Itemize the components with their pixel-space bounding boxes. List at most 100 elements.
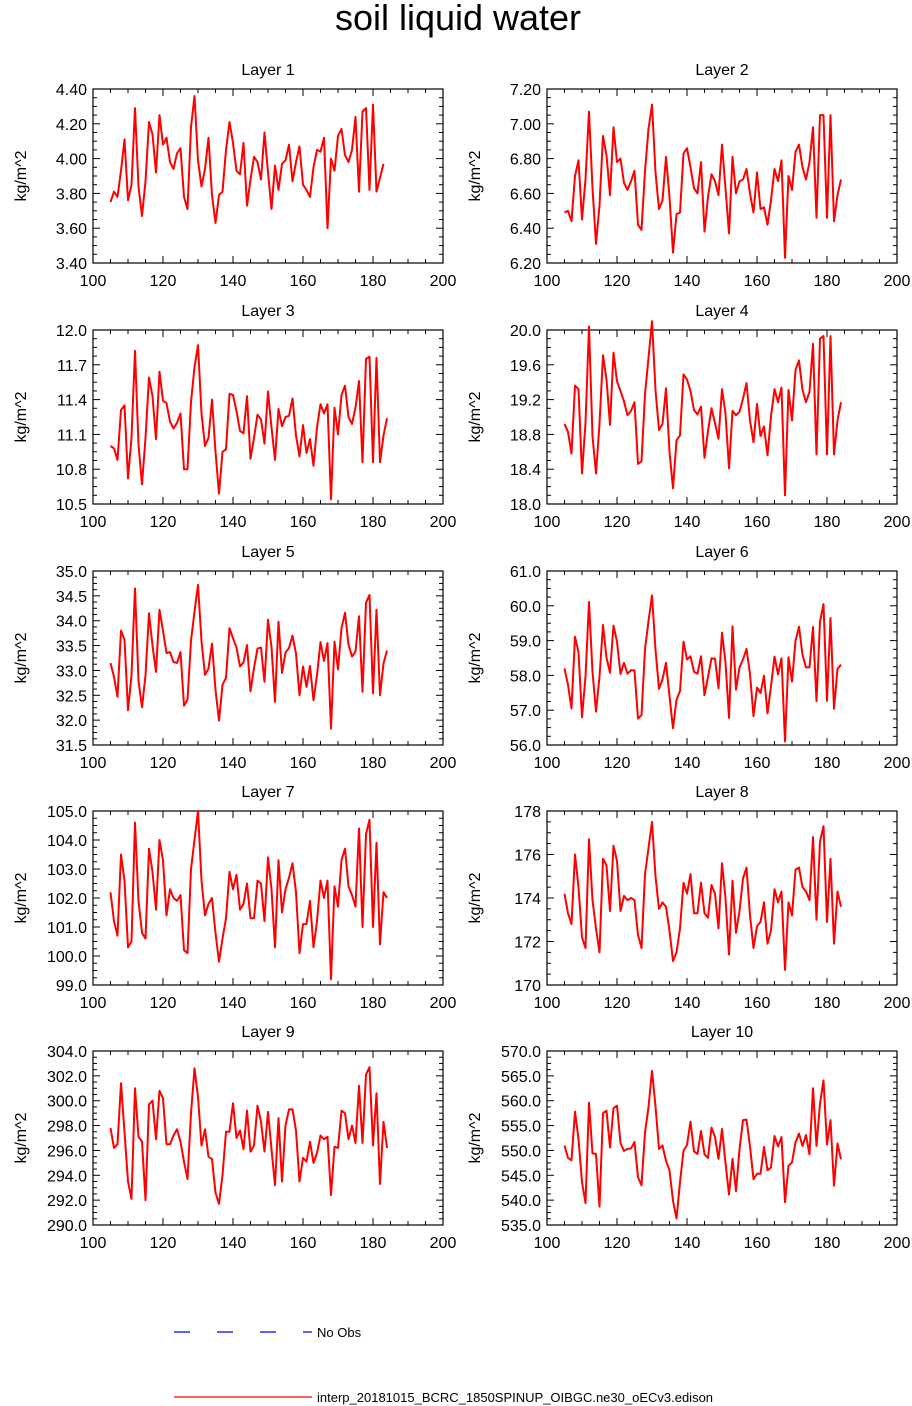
- x-tick-label: 200: [430, 755, 457, 772]
- panel-3: Layer 3 kg/m^2 100 120 140 160 180 200 10.5 10.8 1…: [13, 303, 456, 531]
- x-tick-label: 180: [814, 1235, 841, 1252]
- y-tick-label: 10.5: [56, 497, 87, 514]
- series-line: [109, 810, 388, 981]
- panel-title: Layer 2: [695, 62, 748, 79]
- y-tick-label: 101.0: [47, 920, 87, 937]
- x-tick-label: 120: [604, 995, 631, 1012]
- y-tick-label: 294.0: [47, 1168, 87, 1185]
- y-tick-label: 99.0: [56, 978, 87, 995]
- x-tick-label: 160: [744, 514, 771, 531]
- series-line: [563, 820, 842, 971]
- x-tick-label: 160: [744, 273, 771, 290]
- y-axis-label: kg/m^2: [13, 872, 30, 923]
- y-tick-label: 60.0: [510, 599, 541, 616]
- x-tick-label: 140: [220, 273, 247, 290]
- y-tick-label: 18.0: [510, 497, 541, 514]
- series-line: [564, 103, 842, 259]
- x-tick-label: 120: [604, 1235, 631, 1252]
- y-tick-label: 19.2: [510, 393, 541, 410]
- panel-title: Layer 8: [695, 784, 748, 801]
- plot-frame: [92, 810, 444, 986]
- x-tick-label: 180: [360, 1235, 387, 1252]
- x-tick-label: 140: [220, 995, 247, 1012]
- x-tick-label: 140: [674, 995, 701, 1012]
- x-tick-label: 180: [360, 273, 387, 290]
- x-tick-label: 140: [220, 755, 247, 772]
- x-tick-label: 100: [534, 755, 561, 772]
- y-tick-label: 535.0: [501, 1218, 541, 1235]
- x-tick-label: 100: [80, 514, 107, 531]
- panel-10: Layer 10 kg/m^2 100 120 140 160 180 200 535.0 540…: [467, 1024, 910, 1252]
- panel-title: Layer 10: [691, 1024, 753, 1041]
- legend-label-model: interp_20181015_BCRC_1850SPINUP_OIBGC.ne…: [317, 1390, 713, 1405]
- x-tick-label: 180: [814, 755, 841, 772]
- x-tick-label: 200: [884, 755, 911, 772]
- x-tick-label: 180: [360, 995, 387, 1012]
- x-tick-label: 140: [674, 273, 701, 290]
- y-tick-label: 570.0: [501, 1044, 541, 1061]
- panel-1: Layer 1 kg/m^2 100 120 140 160 180 200 3.40 3.60 3…: [13, 62, 456, 290]
- y-tick-label: 58.0: [510, 668, 541, 685]
- y-tick-label: 20.0: [510, 323, 541, 340]
- x-tick-label: 160: [290, 273, 317, 290]
- y-tick-label: 290.0: [47, 1218, 87, 1235]
- y-tick-label: 100.0: [47, 949, 87, 966]
- y-tick-label: 6.20: [510, 256, 541, 273]
- x-tick-label: 120: [150, 273, 177, 290]
- y-tick-label: 296.0: [47, 1143, 87, 1160]
- y-tick-label: 176: [514, 848, 541, 865]
- x-tick-label: 120: [604, 755, 631, 772]
- x-tick-label: 200: [430, 1235, 457, 1252]
- y-axis-label: kg/m^2: [467, 1112, 484, 1163]
- panel-8: Layer 8 kg/m^2 100 120 140 160 180 200 170 172 174…: [467, 784, 910, 1012]
- x-tick-label: 160: [744, 755, 771, 772]
- y-axis-label: kg/m^2: [13, 1112, 30, 1163]
- panel-2: Layer 2 kg/m^2 100 120 140 160 180 200 6.20 6.40 6…: [467, 62, 910, 290]
- series-line: [563, 594, 842, 743]
- x-tick-label: 140: [220, 1235, 247, 1252]
- panel-title: Layer 1: [241, 62, 294, 79]
- series-line: [563, 1069, 842, 1220]
- x-tick-label: 100: [80, 1235, 107, 1252]
- y-tick-label: 34.0: [56, 614, 87, 631]
- x-tick-label: 100: [80, 273, 107, 290]
- x-tick-label: 200: [884, 273, 911, 290]
- y-tick-label: 31.5: [56, 738, 87, 755]
- legend: No Obs interp_20181015_BCRC_1850SPINUP_OI…: [174, 1325, 713, 1405]
- x-tick-label: 100: [534, 1235, 561, 1252]
- x-tick-label: 160: [290, 995, 317, 1012]
- y-tick-label: 302.0: [47, 1069, 87, 1086]
- x-tick-label: 100: [80, 755, 107, 772]
- y-tick-label: 33.5: [56, 639, 87, 656]
- panel-title: Layer 7: [241, 784, 294, 801]
- y-tick-label: 57.0: [510, 703, 541, 720]
- y-tick-label: 7.20: [510, 82, 541, 99]
- y-tick-label: 172: [514, 935, 541, 952]
- x-tick-label: 160: [290, 514, 317, 531]
- y-tick-label: 6.60: [510, 186, 541, 203]
- x-tick-label: 140: [674, 514, 701, 531]
- y-tick-label: 18.4: [510, 462, 541, 479]
- y-tick-label: 56.0: [510, 738, 541, 755]
- y-axis-label: kg/m^2: [467, 872, 484, 923]
- x-tick-label: 160: [290, 755, 317, 772]
- panel-title: Layer 5: [241, 544, 294, 561]
- y-tick-label: 61.0: [510, 564, 541, 581]
- y-tick-label: 178: [514, 804, 541, 821]
- series-line: [109, 344, 388, 501]
- y-tick-label: 3.60: [56, 221, 87, 238]
- x-tick-label: 140: [674, 1235, 701, 1252]
- y-tick-label: 104.0: [47, 833, 87, 850]
- x-tick-label: 140: [220, 514, 247, 531]
- y-tick-label: 3.80: [56, 186, 87, 203]
- x-tick-label: 200: [884, 995, 911, 1012]
- chart-title: soil liquid water: [335, 0, 581, 38]
- y-tick-label: 11.4: [57, 393, 87, 410]
- series-line: [109, 583, 388, 730]
- panel-7: Layer 7 kg/m^2 100 120 140 160 180 200 99.0 100.0…: [13, 784, 456, 1012]
- x-tick-label: 160: [744, 995, 771, 1012]
- x-tick-label: 180: [814, 995, 841, 1012]
- y-axis-label: kg/m^2: [467, 150, 484, 201]
- y-tick-label: 298.0: [47, 1119, 87, 1136]
